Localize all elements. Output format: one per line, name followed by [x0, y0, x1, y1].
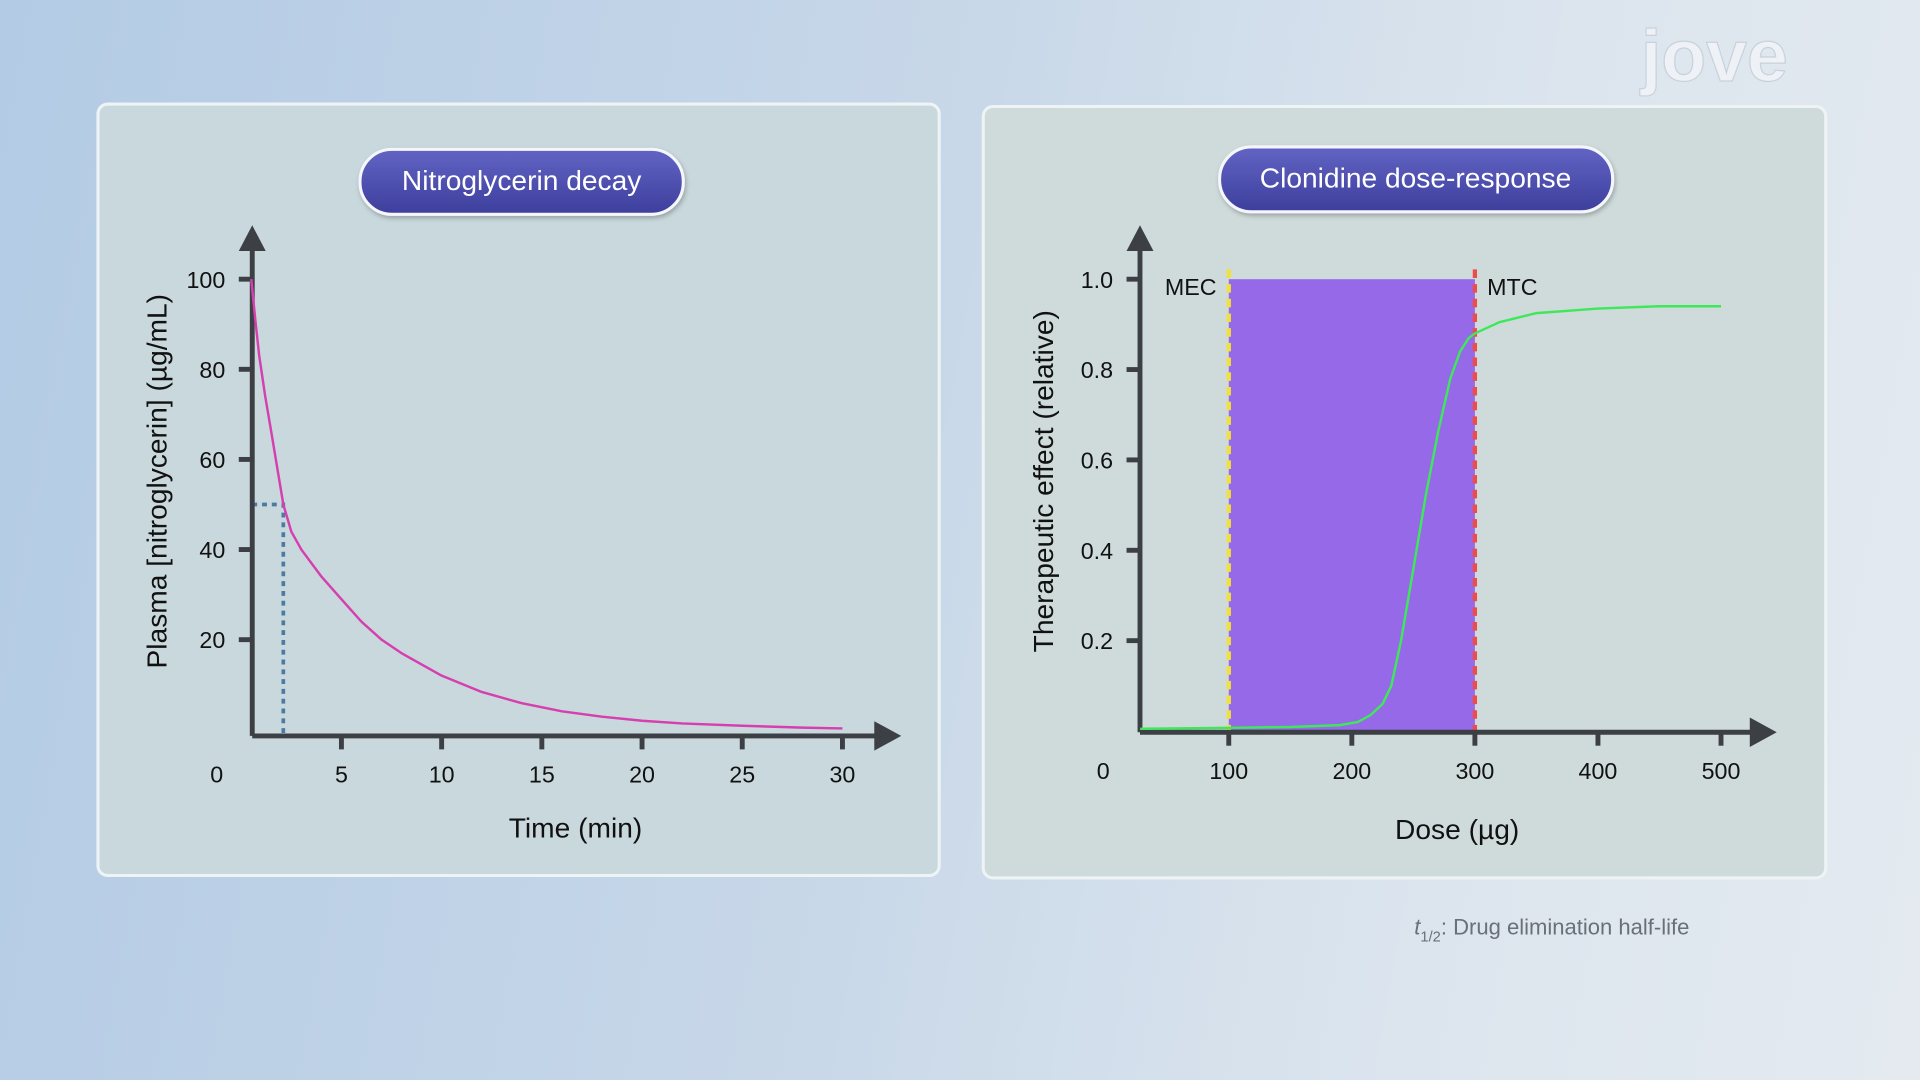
- y-tick-label: 0.2: [1081, 628, 1113, 654]
- y-tick-label: 100: [187, 267, 226, 293]
- therapeutic-window: [1228, 279, 1475, 732]
- x-tick-label: 0: [1097, 758, 1110, 784]
- y-tick-label: 20: [199, 627, 225, 653]
- x-axis-arrow: [874, 721, 902, 751]
- footnote-symbol: t: [1414, 914, 1421, 939]
- data-series-line: [250, 279, 843, 730]
- x-tick-label: 5: [335, 761, 348, 787]
- jove-logo: jove: [1638, 13, 1788, 97]
- x-tick-label: 500: [1702, 758, 1741, 784]
- x-axis-title: Time (min): [509, 813, 642, 844]
- x-tick-label: 30: [830, 761, 856, 787]
- chart-title: Clonidine dose-response: [1260, 162, 1571, 193]
- title-pill: Clonidine dose-response: [1218, 145, 1615, 214]
- x-tick-label: 20: [629, 761, 655, 787]
- x-axis-arrow: [1749, 717, 1777, 747]
- y-tick-label: 0.8: [1081, 357, 1113, 383]
- x-tick-label: 0: [210, 761, 223, 787]
- x-tick-label: 100: [1209, 758, 1248, 784]
- x-tick-label: 400: [1579, 758, 1618, 784]
- clonidine-panel: Clonidine dose-response MEC MTC 0 100 200 300…: [981, 105, 1828, 880]
- footnote-text: : Drug elimination half-life: [1441, 914, 1690, 939]
- mtc-label: MTC: [1487, 274, 1537, 300]
- panel-background: [96, 102, 941, 878]
- x-tick-label: 25: [729, 761, 755, 787]
- footnote-subscript: 1/2: [1420, 930, 1440, 946]
- y-tick-label: 1.0: [1081, 267, 1113, 293]
- y-tick-label: 60: [199, 447, 225, 473]
- x-tick-label: 300: [1455, 758, 1494, 784]
- x-tick-label: 200: [1332, 758, 1371, 784]
- chart-title: Nitroglycerin decay: [402, 165, 642, 196]
- y-axis-title: Plasma [nitroglycerin] (µg/mL): [142, 294, 173, 669]
- y-tick-label: 40: [199, 537, 225, 563]
- x-tick-label: 15: [529, 761, 555, 787]
- y-tick-label: 0.4: [1081, 538, 1113, 564]
- mec-label: MEC: [1165, 274, 1217, 300]
- y-tick-label: 0.6: [1081, 447, 1113, 473]
- title-pill: Nitroglycerin decay: [358, 147, 685, 216]
- y-tick-label: 80: [199, 357, 225, 383]
- logo-text: jove: [1639, 14, 1788, 97]
- y-axis-title: Therapeutic effect (relative): [1028, 310, 1059, 652]
- y-axis-arrow: [1126, 225, 1154, 252]
- x-tick-label: 10: [429, 761, 455, 787]
- y-axis-arrow: [238, 225, 266, 252]
- nitroglycerin-panel: Nitroglycerin decay 0 5 10 15 20 25 30 20 40 60 80…: [96, 102, 941, 878]
- footnote: t1/2: Drug elimination half-life: [1414, 914, 1689, 945]
- x-axis-title: Dose (µg): [1395, 814, 1519, 845]
